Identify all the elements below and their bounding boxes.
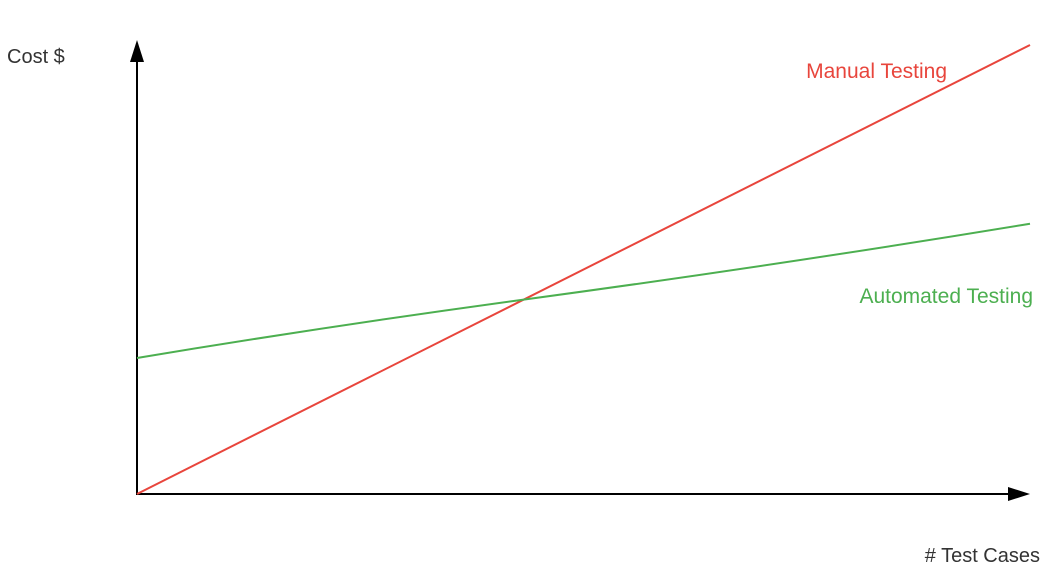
y-axis-label: Cost $ [7,46,65,68]
x-axis-label: # Test Cases [925,545,1040,566]
series-line-automated-testing [136,222,1031,359]
series-label-manual-testing: Manual Testing [806,60,947,83]
series-line-manual-testing [136,44,1031,495]
y-axis-arrow [130,40,144,62]
x-axis-arrow [1008,487,1030,501]
series-layer: Manual Testing Automated Testing [136,44,1033,495]
series-label-automated-testing: Automated Testing [859,285,1033,308]
